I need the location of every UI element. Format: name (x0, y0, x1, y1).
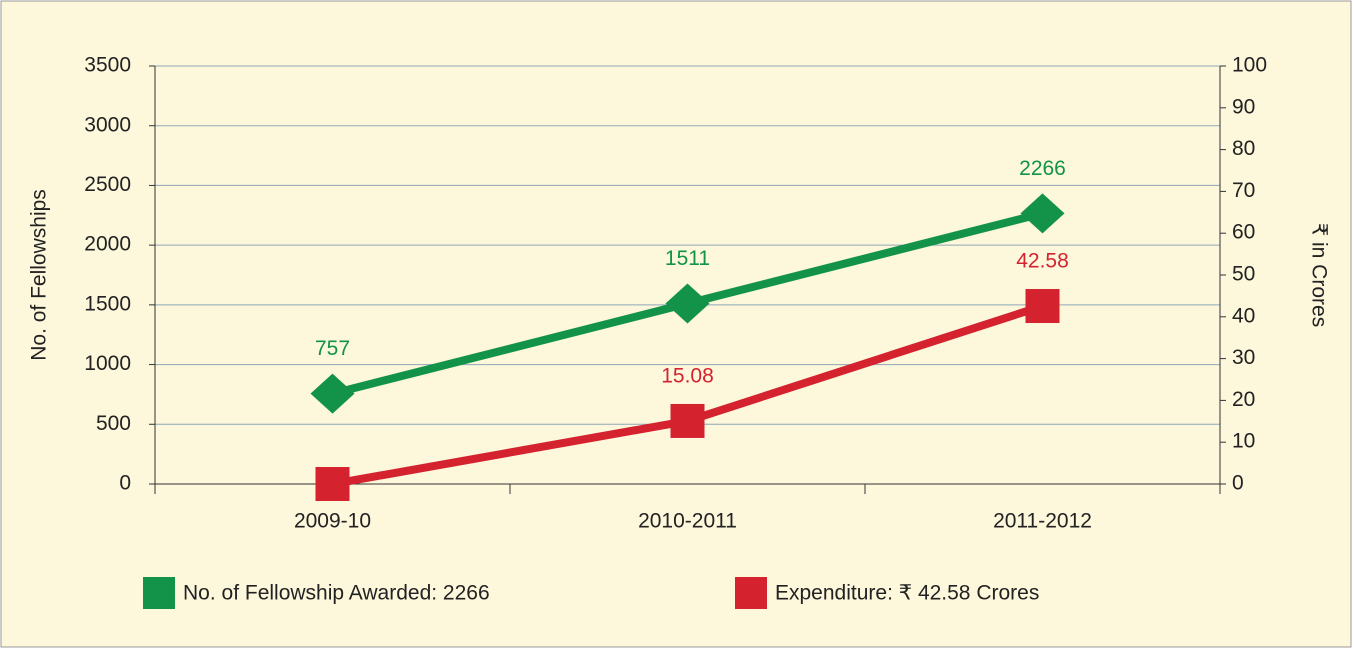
y2-tick-label: 10 (1232, 430, 1255, 453)
marker (310, 373, 355, 414)
x-tick-label: 2010-2011 (638, 510, 737, 533)
y-tick-label: 0 (119, 472, 131, 495)
x-tick-label: 2011-2012 (993, 510, 1092, 533)
y2-tick-label: 30 (1232, 346, 1255, 369)
y2-tick-label: 50 (1232, 263, 1255, 286)
y-tick-label: 2000 (84, 233, 131, 256)
y-tick-label: 1500 (84, 292, 131, 315)
y2-tick-label: 40 (1232, 304, 1255, 327)
y-tick-label: 3000 (84, 113, 131, 136)
y2-tick-label: 60 (1232, 221, 1255, 244)
data-label: 757 (315, 337, 350, 360)
y2-tick-label: 20 (1232, 388, 1255, 411)
marker (315, 467, 350, 501)
y2-axis-label: ₹ in Crores (1307, 223, 1330, 327)
y2-tick-label: 70 (1232, 179, 1255, 202)
y-tick-label: 500 (96, 412, 131, 435)
marker (670, 403, 705, 438)
data-label: 2266 (1019, 157, 1066, 180)
y2-tick-label: 90 (1232, 95, 1255, 118)
y2-tick-label: 80 (1232, 137, 1255, 160)
y-axis-label: No. of Fellowships (28, 189, 51, 361)
x-tick-label: 2009-10 (294, 510, 371, 533)
y2-tick-label: 100 (1232, 54, 1267, 77)
marker (1025, 289, 1060, 324)
data-label: 42.58 (1016, 250, 1069, 273)
y-tick-label: 1000 (84, 352, 131, 375)
y-tick-label: 3500 (84, 54, 131, 77)
y2-tick-label: 0 (1232, 472, 1244, 495)
legend-label: No. of Fellowship Awarded: 2266 (183, 582, 490, 605)
marker (1020, 193, 1065, 234)
y-tick-label: 2500 (84, 173, 131, 196)
data-label: 1511 (665, 247, 710, 270)
legend-swatch (735, 577, 767, 609)
legend-swatch (143, 577, 175, 609)
legend-label: Expenditure: ₹ 42.58 Crores (775, 582, 1039, 605)
data-label: 15.08 (661, 365, 714, 388)
marker (665, 283, 710, 324)
